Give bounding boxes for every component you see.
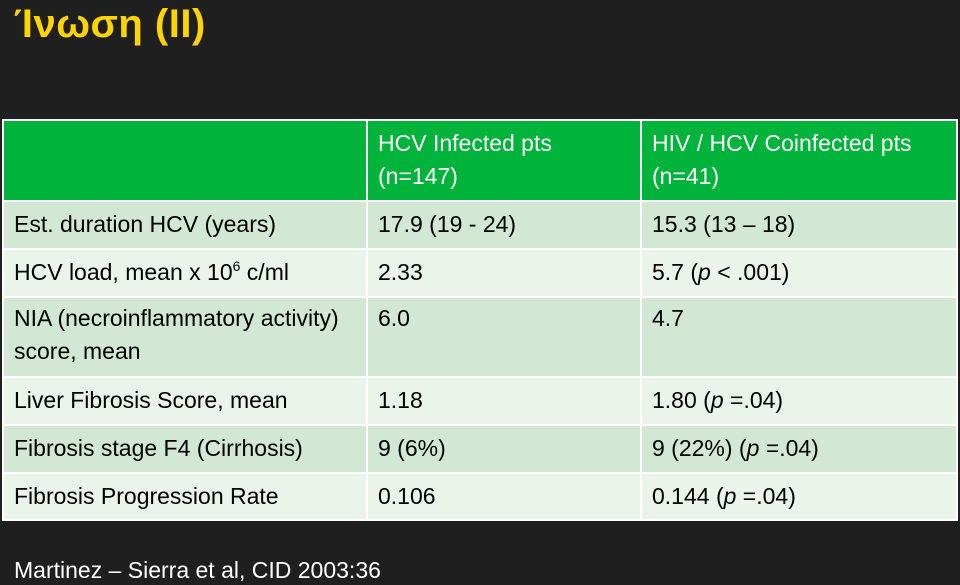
coinfected-value: 9 (22%) (p =.04) (640, 423, 958, 474)
row-label: HCV load, mean x 106 c/ml (2, 247, 368, 298)
header-coinfected-count: (n=41) (652, 163, 720, 190)
value-text: 0.144 ( (652, 482, 724, 509)
row-label: Est. duration HCV (years) (2, 199, 368, 250)
exponent: 6 (232, 258, 241, 275)
value-text: 1.80 ( (652, 387, 711, 414)
table-row: Fibrosis stage F4 (Cirrhosis) 9 (6%) 9 (… (2, 423, 958, 474)
table-row: Est. duration HCV (years) 17.9 (19 - 24)… (2, 199, 958, 250)
coinfected-value: 5.7 (p < .001) (640, 247, 958, 298)
row-label: Fibrosis stage F4 (Cirrhosis) (2, 423, 368, 474)
row-label: Liver Fibrosis Score, mean (2, 375, 368, 426)
coinfected-value: 1.80 (p =.04) (640, 375, 958, 426)
value-text: 9 (22%) ( (652, 435, 747, 462)
coinfected-value: 15.3 (13 – 18) (640, 199, 958, 250)
table-row: Liver Fibrosis Score, mean 1.18 1.80 (p … (2, 375, 958, 426)
comparison-table-container: HCV Infected pts (n=147) HIV / HCV Coinf… (2, 119, 958, 521)
p-value: < .001) (710, 259, 790, 286)
header-blank-cell (2, 119, 368, 202)
row-label-line1: NIA (necroinflammatory activity) (14, 304, 339, 331)
hcv-value: 9 (6%) (366, 423, 642, 474)
table-row: NIA (necroinflammatory activity) score, … (2, 295, 958, 378)
hcv-value: 0.106 (366, 471, 642, 521)
header-hcv-infected: HCV Infected pts (n=147) (366, 119, 642, 202)
row-label-line2: score, mean (14, 338, 141, 365)
table-row: HCV load, mean x 106 c/ml 2.33 5.7 (p < … (2, 247, 958, 298)
row-label: Fibrosis Progression Rate (2, 471, 368, 521)
coinfected-value: 0.144 (p =.04) (640, 471, 958, 521)
table-header-row: HCV Infected pts (n=147) HIV / HCV Coinf… (2, 119, 958, 202)
coinfected-value: 4.7 (640, 295, 958, 378)
p-value: =.04) (736, 482, 796, 509)
header-hiv-hcv-coinfected: HIV / HCV Coinfected pts (n=41) (640, 119, 958, 202)
hcv-value: 6.0 (366, 295, 642, 378)
slide-title: Ίνωση (II) (14, 2, 206, 46)
p-symbol: p (710, 387, 724, 414)
header-hcv-infected-count: (n=147) (378, 163, 458, 190)
row-label-text: HCV load, mean x 10 (14, 259, 233, 286)
p-symbol: p (723, 482, 737, 509)
citation-footer: Martinez – Sierra et al, CID 2003:36 (14, 557, 381, 583)
p-symbol: p (698, 259, 711, 286)
header-coinfected-title: HIV / HCV Coinfected pts (652, 130, 912, 156)
row-label-unit: c/ml (240, 259, 289, 286)
hcv-value: 1.18 (366, 375, 642, 426)
comparison-table: HCV Infected pts (n=147) HIV / HCV Coinf… (2, 119, 958, 521)
header-hcv-infected-title: HCV Infected pts (378, 130, 552, 156)
value-text: 5.7 ( (652, 259, 699, 286)
p-value: =.04) (759, 435, 819, 462)
row-label: NIA (necroinflammatory activity) score, … (2, 295, 368, 378)
hcv-value: 17.9 (19 - 24) (366, 199, 642, 250)
p-value: =.04) (723, 387, 784, 414)
hcv-value: 2.33 (366, 247, 642, 298)
table-row: Fibrosis Progression Rate 0.106 0.144 (p… (2, 471, 958, 521)
p-symbol: p (746, 435, 760, 462)
